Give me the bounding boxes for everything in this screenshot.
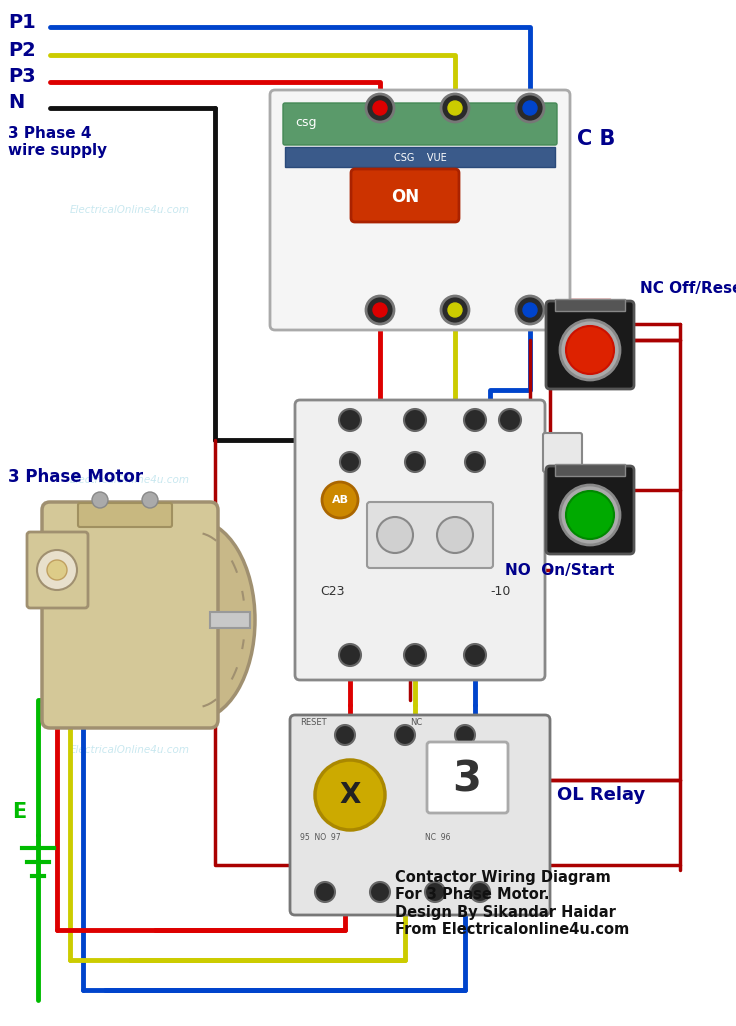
Text: ElectricalOnline4u.com: ElectricalOnline4u.com	[330, 745, 450, 755]
FancyBboxPatch shape	[42, 502, 218, 728]
FancyBboxPatch shape	[546, 466, 634, 554]
Circle shape	[523, 303, 537, 317]
Text: 3 Phase 4
wire supply: 3 Phase 4 wire supply	[8, 125, 107, 158]
Text: Contactor Wiring Diagram
For 3 Phase Motor.
Design By Sikandar Haidar
From Elect: Contactor Wiring Diagram For 3 Phase Mot…	[395, 870, 629, 937]
Circle shape	[516, 94, 544, 122]
FancyBboxPatch shape	[78, 503, 172, 527]
FancyBboxPatch shape	[290, 715, 550, 915]
Text: ElectricalOnline4u.com: ElectricalOnline4u.com	[330, 205, 450, 215]
FancyBboxPatch shape	[283, 103, 557, 145]
Circle shape	[448, 303, 462, 317]
FancyBboxPatch shape	[543, 433, 582, 472]
Text: 3: 3	[453, 758, 481, 800]
Text: N: N	[8, 93, 24, 112]
Circle shape	[441, 94, 469, 122]
Text: ElectricalOnline4u.com: ElectricalOnline4u.com	[70, 205, 190, 215]
Circle shape	[455, 725, 475, 745]
Circle shape	[470, 882, 490, 902]
Text: NC: NC	[410, 718, 422, 727]
FancyBboxPatch shape	[351, 169, 459, 222]
Circle shape	[322, 482, 358, 518]
Text: P3: P3	[8, 67, 35, 86]
Text: ON: ON	[391, 188, 419, 206]
FancyBboxPatch shape	[546, 301, 634, 389]
Text: OL Relay: OL Relay	[557, 786, 645, 804]
Circle shape	[404, 409, 426, 431]
Text: CSG    VUE: CSG VUE	[394, 153, 446, 163]
Circle shape	[560, 485, 620, 545]
Circle shape	[566, 326, 614, 374]
Circle shape	[425, 882, 445, 902]
Circle shape	[465, 452, 485, 472]
Circle shape	[315, 882, 335, 902]
Circle shape	[370, 882, 390, 902]
Text: NC Off/Reset: NC Off/Reset	[640, 281, 736, 295]
Circle shape	[339, 409, 361, 431]
Bar	[210, 611, 250, 628]
Text: MC: MC	[552, 509, 588, 529]
Text: ElectricalOnline4u.com: ElectricalOnline4u.com	[330, 475, 450, 485]
Circle shape	[448, 101, 462, 115]
FancyBboxPatch shape	[427, 742, 508, 813]
Circle shape	[560, 320, 620, 380]
Text: C B: C B	[577, 129, 615, 149]
Bar	[555, 299, 625, 311]
Text: 3 Phase Motor: 3 Phase Motor	[8, 468, 143, 486]
Ellipse shape	[135, 520, 255, 720]
Circle shape	[464, 644, 486, 666]
Circle shape	[340, 452, 360, 472]
Text: ElectricalOnline4u.com: ElectricalOnline4u.com	[70, 475, 190, 485]
Circle shape	[142, 492, 158, 508]
Text: P1: P1	[8, 13, 36, 32]
Text: ElectricalOnline4u.com: ElectricalOnline4u.com	[70, 745, 190, 755]
Circle shape	[373, 303, 387, 317]
Text: AB: AB	[331, 495, 349, 505]
Text: C23: C23	[320, 585, 344, 598]
Circle shape	[566, 491, 614, 539]
Circle shape	[437, 517, 473, 553]
Circle shape	[404, 644, 426, 666]
Text: X: X	[339, 781, 361, 808]
Circle shape	[395, 725, 415, 745]
Text: 95  NO  97: 95 NO 97	[300, 833, 341, 842]
Circle shape	[464, 409, 486, 431]
FancyBboxPatch shape	[295, 400, 545, 680]
Circle shape	[516, 295, 544, 324]
Text: RESET: RESET	[300, 718, 327, 727]
Text: NC  96: NC 96	[425, 833, 450, 842]
Circle shape	[315, 760, 385, 830]
Circle shape	[37, 550, 77, 590]
Circle shape	[373, 101, 387, 115]
Circle shape	[335, 725, 355, 745]
FancyBboxPatch shape	[270, 90, 570, 330]
Circle shape	[366, 295, 394, 324]
Circle shape	[405, 452, 425, 472]
FancyBboxPatch shape	[285, 147, 555, 167]
FancyBboxPatch shape	[27, 532, 88, 608]
Circle shape	[523, 101, 537, 115]
Text: csg: csg	[295, 116, 316, 129]
Text: NO  On/Start: NO On/Start	[505, 563, 615, 578]
Text: -10: -10	[490, 585, 510, 598]
Circle shape	[441, 295, 469, 324]
Circle shape	[366, 94, 394, 122]
Text: P2: P2	[8, 41, 36, 60]
Text: E: E	[12, 802, 26, 822]
Circle shape	[377, 517, 413, 553]
Circle shape	[47, 560, 67, 580]
Circle shape	[499, 409, 521, 431]
Bar	[555, 464, 625, 476]
FancyBboxPatch shape	[367, 502, 493, 568]
Circle shape	[339, 644, 361, 666]
Circle shape	[92, 492, 108, 508]
